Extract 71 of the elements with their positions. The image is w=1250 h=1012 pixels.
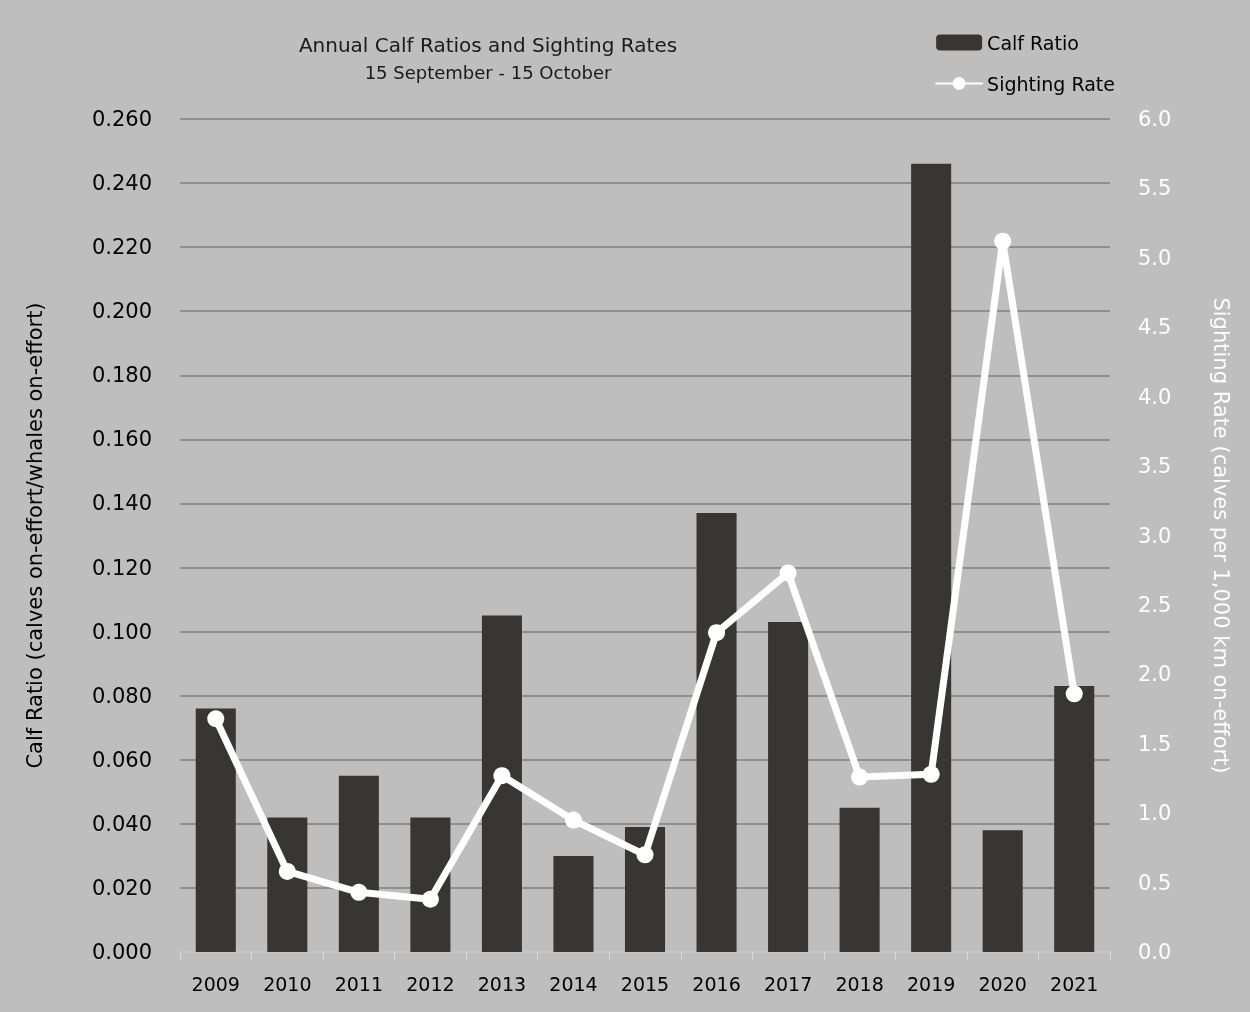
y2-tick-label: 2.5 [1138,592,1172,617]
x-tick-label: 2019 [906,972,956,995]
bar [911,163,952,952]
bar [1054,686,1095,952]
x-tick-label: 2015 [620,972,670,995]
point [1065,685,1083,703]
y-tick-label: 0.140 [91,491,152,516]
y2-tick-label: 0.5 [1138,870,1172,895]
y-tick-label: 0.020 [91,875,152,900]
y2-tick-label: 5.0 [1138,245,1172,270]
x-tick-label: 2021 [1050,972,1099,995]
bar [481,615,522,952]
point [564,811,582,829]
bar [839,807,880,952]
y-tick-label: 0.000 [91,940,152,964]
point [493,767,511,785]
bar [410,817,451,952]
y2-axis-title: Sighting Rate (calves per 1,000 km on-effort) [1208,297,1233,774]
point [994,232,1012,250]
bar [624,827,666,952]
x-tick-label: 2009 [191,972,240,995]
y2-tick-label: 5.5 [1138,176,1172,201]
point [779,564,797,582]
y-tick-label: 0.120 [91,555,152,580]
x-tick-label: 2010 [263,972,312,995]
y2-tick-label: 6.0 [1138,107,1172,131]
point [851,768,869,786]
x-tick-label: 2012 [406,972,455,995]
y2-tick-label: 3.5 [1138,454,1172,479]
y2-tick-label: 1.0 [1138,801,1172,826]
bar [553,855,594,952]
point [278,862,296,880]
bar [982,830,1023,952]
point [636,846,654,864]
y-tick-label: 0.200 [91,299,152,324]
chart-subtitle: 15 September - 15 October [364,61,612,83]
x-tick-label: 2011 [334,972,384,995]
y-tick-label: 0.260 [91,107,152,131]
bar [768,622,809,952]
point [421,890,439,908]
point [708,624,726,642]
bar [338,775,379,952]
y-tick-label: 0.220 [91,235,152,260]
y2-tick-label: 4.5 [1138,315,1172,340]
bar [696,513,737,952]
x-tick-label: 2014 [549,972,598,995]
y2-tick-label: 3.0 [1138,523,1172,548]
legend-label: Calf Ratio [987,31,1079,54]
y-tick-label: 0.040 [91,811,152,836]
point [922,765,940,783]
chart-title: Annual Calf Ratios and Sighting Rates [298,33,678,57]
y2-tick-label: 1.5 [1138,731,1172,756]
y-tick-label: 0.240 [91,171,152,196]
y2-tick-label: 0.0 [1138,940,1172,964]
y2-tick-label: 4.0 [1138,384,1172,409]
y-tick-label: 0.160 [91,427,152,452]
y-tick-label: 0.100 [91,619,152,644]
bar [195,708,236,952]
x-tick-label: 2013 [477,972,527,995]
legend-label: Sighting Rate [987,72,1116,95]
point [350,883,368,901]
point [207,710,225,728]
y-tick-label: 0.080 [91,683,152,708]
x-tick-label: 2016 [692,972,741,995]
y-tick-label: 0.060 [91,747,152,772]
x-tick-label: 2017 [763,972,813,995]
y2-tick-label: 2.0 [1138,662,1172,687]
y-axis-title: Calf Ratio (calves on-effort/whales on-effort) [22,302,47,769]
x-tick-label: 2020 [978,972,1027,995]
y-tick-label: 0.180 [91,363,152,388]
x-tick-label: 2018 [835,972,884,995]
